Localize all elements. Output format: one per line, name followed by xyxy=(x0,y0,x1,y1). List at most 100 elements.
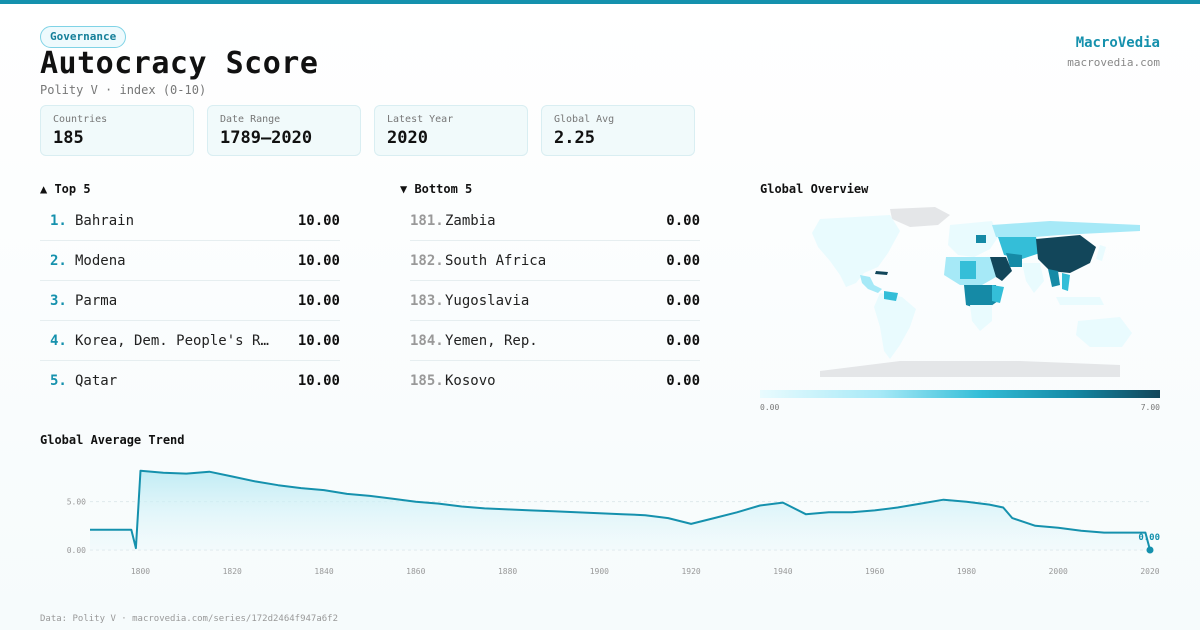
country-name: Kosovo xyxy=(445,373,496,389)
rank-number: 2. xyxy=(50,253,67,269)
stat-card-countries: Countries 185 xyxy=(40,105,194,156)
country-name: Korea, Dem. People's Rep. xyxy=(75,333,273,349)
trend-chart[interactable]: 0.00 5.00 1800 1820 1840 1860 1880 1900 1920 1940… xyxy=(40,455,1180,580)
country-score: 10.00 xyxy=(297,253,340,269)
brand-logo[interactable]: MacroVedia xyxy=(1075,35,1160,51)
country-name: Yemen, Rep. xyxy=(445,333,538,349)
page-title: Autocracy Score xyxy=(40,46,319,81)
x-tick-label: 1880 xyxy=(498,567,517,576)
map-legend-gradient xyxy=(760,390,1160,398)
list-item[interactable]: 181. Zambia 0.00 xyxy=(410,201,700,241)
map-region-vietnam[interactable] xyxy=(1062,273,1070,291)
series-area xyxy=(90,470,1150,550)
world-map[interactable] xyxy=(760,201,1160,381)
country-score: 0.00 xyxy=(666,253,700,269)
category-badge[interactable]: Governance xyxy=(40,26,127,48)
series-line xyxy=(90,469,1151,551)
rank-number: 181. xyxy=(410,213,444,229)
stat-value: 2020 xyxy=(387,128,428,148)
x-tick-label: 1920 xyxy=(681,567,700,576)
map-legend-min: 0.00 xyxy=(760,403,780,412)
map-region-greenland[interactable] xyxy=(890,207,950,227)
map-region-indonesia[interactable] xyxy=(1056,297,1104,305)
bottom5-heading: ▼ Bottom 5 xyxy=(400,182,473,196)
list-item[interactable]: 4. Korea, Dem. People's Rep. 10.00 xyxy=(40,321,340,361)
x-tick-label: 1900 xyxy=(590,567,609,576)
map-region-south-asia[interactable] xyxy=(1022,263,1044,293)
country-name: Zambia xyxy=(445,213,496,229)
map-region-antarctica[interactable] xyxy=(820,361,1120,377)
series-end-point xyxy=(1146,546,1154,554)
x-tick-label: 1960 xyxy=(865,567,884,576)
list-item[interactable]: 185. Kosovo 0.00 xyxy=(410,361,700,401)
country-name: South Africa xyxy=(445,253,547,269)
series-end-label: 0.00 xyxy=(1138,533,1160,543)
map-region-cuba[interactable] xyxy=(875,271,888,275)
map-region-russia[interactable] xyxy=(992,221,1140,239)
trend-heading: Global Average Trend xyxy=(40,433,185,447)
list-item[interactable]: 5. Qatar 10.00 xyxy=(40,361,340,401)
country-score: 10.00 xyxy=(297,293,340,309)
map-region-iran[interactable] xyxy=(1006,253,1022,267)
rank-number: 182. xyxy=(410,253,444,269)
map-heading: Global Overview xyxy=(760,182,869,196)
map-region-australia[interactable] xyxy=(1076,317,1132,347)
rank-number: 4. xyxy=(50,333,67,349)
map-region-central-america[interactable] xyxy=(860,275,882,293)
country-name: Bahrain xyxy=(75,213,135,229)
stat-value: 2.25 xyxy=(554,128,595,148)
list-item[interactable]: 183. Yugoslavia 0.00 xyxy=(410,281,700,321)
page-subtitle: Polity V · index (0-10) xyxy=(40,83,207,97)
map-region-east-africa[interactable] xyxy=(992,285,1004,303)
map-region-north-america[interactable] xyxy=(812,215,900,287)
country-name: Modena xyxy=(75,253,126,269)
list-item[interactable]: 3. Parma 10.00 xyxy=(40,281,340,321)
list-item[interactable]: 182. South Africa 0.00 xyxy=(410,241,700,281)
map-region-south-america[interactable] xyxy=(874,293,916,359)
list-item[interactable]: 184. Yemen, Rep. 0.00 xyxy=(410,321,700,361)
map-region-myanmar[interactable] xyxy=(1048,269,1060,287)
list-item[interactable]: 2. Modena 10.00 xyxy=(40,241,340,281)
bottom5-list: 181. Zambia 0.00 182. South Africa 0.00 … xyxy=(410,201,700,401)
country-score: 0.00 xyxy=(666,333,700,349)
stat-label: Global Avg xyxy=(554,114,615,125)
map-region-sahel[interactable] xyxy=(960,261,976,279)
stat-card-date-range: Date Range 1789–2020 xyxy=(207,105,361,156)
stat-label: Date Range xyxy=(220,114,281,125)
stat-card-latest-year: Latest Year 2020 xyxy=(374,105,528,156)
stat-label: Latest Year xyxy=(387,114,454,125)
map-region-china[interactable] xyxy=(1036,235,1096,273)
country-name: Qatar xyxy=(75,373,118,389)
map-legend-max: 7.00 xyxy=(1140,403,1160,412)
country-name: Yugoslavia xyxy=(445,293,530,309)
rank-number: 183. xyxy=(410,293,444,309)
rank-number: 3. xyxy=(50,293,67,309)
map-region-southern-africa[interactable] xyxy=(970,305,992,331)
stat-card-global-avg: Global Avg 2.25 xyxy=(541,105,695,156)
map-region-central-africa[interactable] xyxy=(964,285,998,311)
country-score: 0.00 xyxy=(666,213,700,229)
country-score: 0.00 xyxy=(666,293,700,309)
map-region-arabia[interactable] xyxy=(986,257,1012,281)
x-tick-label: 1980 xyxy=(957,567,976,576)
y-tick-label: 5.00 xyxy=(67,498,86,507)
map-region-belarus[interactable] xyxy=(976,235,986,243)
map-region-japan[interactable] xyxy=(1096,245,1106,261)
map-region-europe[interactable] xyxy=(948,221,998,257)
rank-number: 5. xyxy=(50,373,67,389)
rank-number: 1. xyxy=(50,213,67,229)
stat-label: Countries xyxy=(53,114,108,125)
x-tick-label: 2000 xyxy=(1049,567,1068,576)
list-item[interactable]: 1. Bahrain 10.00 xyxy=(40,201,340,241)
x-tick-label: 1840 xyxy=(314,567,333,576)
x-tick-label: 1940 xyxy=(773,567,792,576)
footer-source: Data: Polity V · macrovedia.com/series/1… xyxy=(40,614,339,624)
rank-number: 185. xyxy=(410,373,444,389)
country-name: Parma xyxy=(75,293,118,309)
top5-heading: ▲ Top 5 xyxy=(40,182,91,196)
brand-url[interactable]: macrovedia.com xyxy=(1067,56,1160,69)
x-tick-label: 1820 xyxy=(223,567,242,576)
stat-value: 185 xyxy=(53,128,84,148)
x-tick-label: 1800 xyxy=(131,567,150,576)
map-region-venezuela[interactable] xyxy=(884,291,898,301)
